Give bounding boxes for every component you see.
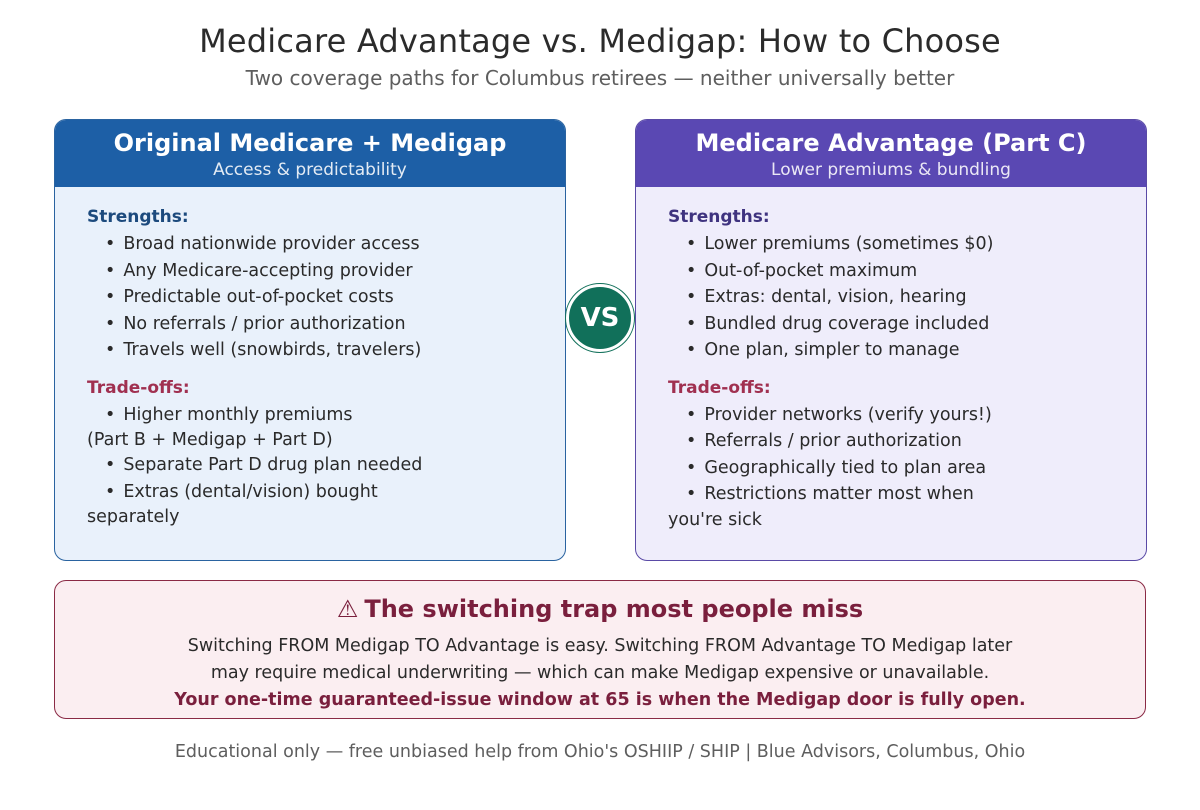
list-item-text: Predictable out-of-pocket costs — [123, 287, 394, 307]
bullet-icon: • — [105, 404, 116, 425]
list-item: • Provider networks (verify yours!) — [668, 402, 1146, 429]
warning-icon: ⚠ — [336, 595, 359, 623]
advantage-card-body: Strengths: • Lower premiums (sometimes $0… — [636, 187, 1146, 532]
advantage-strengths-label: Strengths: — [668, 207, 770, 227]
bullet-icon: • — [105, 287, 116, 307]
list-item: • Extras: dental, vision, hearing — [668, 284, 1146, 311]
list-item: • Higher monthly premiums (Part B + Mediga… — [87, 402, 565, 453]
trap-heading: ⚠ The switching trap most people miss — [55, 595, 1145, 623]
list-item: • Predictable out-of-pocket costs — [87, 284, 565, 311]
advantage-card-title: Medicare Advantage (Part C) — [695, 129, 1087, 157]
bullet-icon: • — [105, 455, 116, 475]
trap-title: The switching trap most people miss — [364, 595, 864, 623]
medigap-card-title: Original Medicare + Medigap — [113, 129, 507, 157]
list-item-text: Higher monthly premiums — [123, 404, 353, 425]
list-item-text: Separate Part D drug plan needed — [123, 455, 423, 475]
medigap-tradeoffs-list: • Higher monthly premiums (Part B + Mediga… — [87, 402, 565, 530]
list-item: • Geographically tied to plan area — [668, 455, 1146, 482]
list-item-text: Bundled drug coverage included — [704, 313, 990, 334]
trap-emphasis: Your one-time guaranteed-issue window at… — [174, 690, 1026, 710]
list-item-text: One plan, simpler to manage — [704, 340, 960, 360]
medigap-strengths-list: • Broad nationwide provider access • Any Me… — [87, 231, 565, 364]
bullet-icon: • — [105, 340, 116, 360]
list-item-text: Lower premiums (sometimes $0) — [704, 234, 994, 254]
list-item-text: Out-of-pocket maximum — [704, 260, 918, 281]
advantage-strengths-list: • Lower premiums (sometimes $0) • Out-of-po… — [668, 231, 1146, 364]
bullet-icon: • — [686, 457, 697, 478]
bullet-icon: • — [686, 234, 697, 254]
bullet-icon: • — [105, 234, 116, 254]
list-item: • Lower premiums (sometimes $0) — [668, 231, 1146, 258]
list-item: • Extras (dental/vision) bought separately — [87, 479, 565, 530]
list-item: • Separate Part D drug plan needed — [87, 452, 565, 479]
medigap-tradeoffs-label: Trade-offs: — [87, 377, 190, 398]
advantage-tradeoffs-list: • Provider networks (verify yours!) • Refer… — [668, 402, 1146, 532]
list-item-text: Extras (dental/vision) bought — [123, 481, 378, 502]
bullet-icon: • — [105, 481, 116, 502]
list-item-text: Broad nationwide provider access — [123, 234, 420, 254]
trap-line-2: may require medical underwriting — which… — [210, 663, 990, 683]
trap-line-1: Switching FROM Medigap TO Advantage is e… — [187, 636, 1013, 656]
bullet-icon: • — [686, 431, 697, 451]
list-item: • Any Medicare-accepting provider — [87, 258, 565, 285]
list-item: • Broad nationwide provider access — [87, 231, 565, 258]
list-item-text: Provider networks (verify yours!) — [704, 404, 992, 425]
list-item-continuation: separately — [87, 507, 180, 527]
vs-badge: VS — [566, 284, 634, 352]
list-item-text: No referrals / prior authorization — [123, 313, 406, 334]
list-item-text: Any Medicare-accepting provider — [123, 260, 413, 281]
list-item-continuation: (Part B + Medigap + Part D) — [87, 430, 333, 450]
list-item-text: Travels well (snowbirds, travelers) — [123, 340, 422, 360]
list-item: • Referrals / prior authorization — [668, 428, 1146, 455]
advantage-card-header: Medicare Advantage (Part C) Lower premiu… — [636, 120, 1146, 187]
list-item: • Travels well (snowbirds, travelers) — [87, 337, 565, 364]
list-item: • Bundled drug coverage included — [668, 311, 1146, 338]
bullet-icon: • — [686, 260, 697, 281]
list-item-text: Geographically tied to plan area — [704, 457, 987, 478]
medigap-strengths-label: Strengths: — [87, 207, 189, 227]
list-item-text: Referrals / prior authorization — [704, 431, 962, 451]
page-subtitle: Two coverage paths for Columbus retirees… — [245, 66, 955, 90]
medigap-card: Original Medicare + Medigap Access & pre… — [54, 119, 566, 561]
bullet-icon: • — [686, 287, 697, 307]
list-item: • Out-of-pocket maximum — [668, 258, 1146, 285]
list-item: • Restrictions matter most when you're sic… — [668, 481, 1146, 532]
advantage-card: Medicare Advantage (Part C) Lower premiu… — [635, 119, 1147, 561]
advantage-tradeoffs-label: Trade-offs: — [668, 377, 771, 398]
medigap-card-header: Original Medicare + Medigap Access & pre… — [55, 120, 565, 187]
list-item-text: Extras: dental, vision, hearing — [704, 287, 967, 307]
bullet-icon: • — [105, 260, 116, 281]
bullet-icon: • — [105, 313, 116, 334]
switching-trap-callout: ⚠ The switching trap most people miss Swi… — [54, 580, 1146, 719]
list-item-continuation: you're sick — [668, 509, 762, 530]
medigap-card-subtitle: Access & predictability — [213, 160, 407, 180]
page-title: Medicare Advantage vs. Medigap: How to C… — [199, 22, 1001, 60]
bullet-icon: • — [686, 484, 697, 504]
medigap-card-body: Strengths: • Broad nationwide provider ac… — [55, 187, 565, 529]
list-item-text: Restrictions matter most when — [704, 484, 974, 504]
bullet-icon: • — [686, 404, 697, 425]
bullet-icon: • — [686, 313, 697, 334]
advantage-card-subtitle: Lower premiums & bundling — [771, 160, 1011, 180]
list-item: • No referrals / prior authorization — [87, 311, 565, 338]
bullet-icon: • — [686, 340, 697, 360]
list-item: • One plan, simpler to manage — [668, 337, 1146, 364]
footer-note: Educational only — free unbiased help fr… — [174, 742, 1026, 762]
